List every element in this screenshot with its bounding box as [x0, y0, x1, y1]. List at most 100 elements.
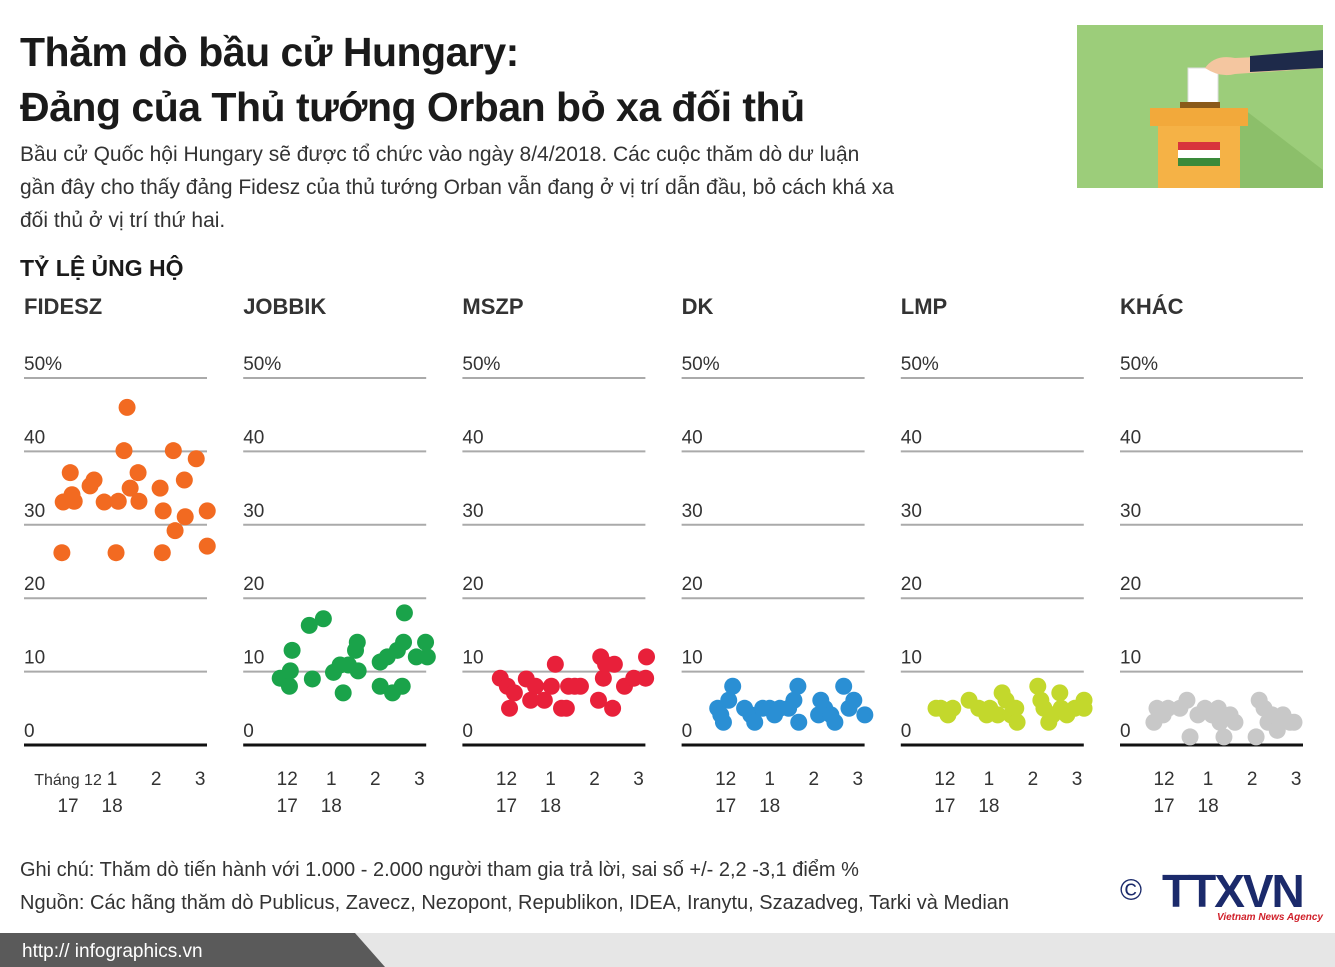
panel-title: LMP [901, 294, 947, 319]
dot [65, 492, 83, 510]
dot [856, 706, 874, 724]
dot [790, 713, 808, 731]
y-tick-label: 50% [901, 354, 939, 375]
x-tick-label: 1 [984, 769, 995, 790]
logo: TTXVN [1162, 865, 1303, 917]
dot [176, 508, 194, 526]
y-tick-label: 30 [682, 501, 703, 522]
y-tick-label: 20 [243, 574, 264, 595]
x-tick-label: 1 [1203, 769, 1214, 790]
title-line: Đảng của Thủ tướng Orban bỏ xa đối thủ [20, 84, 805, 130]
year-label: 18 [1198, 796, 1219, 817]
x-tick-label: 2 [808, 769, 819, 790]
dot [198, 537, 216, 555]
dot [348, 633, 366, 651]
y-tick-label: 50% [243, 354, 281, 375]
y-tick-label: 10 [682, 648, 703, 669]
y-tick-label: 30 [901, 501, 922, 522]
x-tick-label: 3 [633, 769, 644, 790]
dot [1247, 728, 1265, 746]
year-label: 17 [1153, 796, 1174, 817]
dot [724, 677, 742, 695]
panel-title: JOBBIK [243, 294, 326, 319]
dot [571, 677, 589, 695]
dot [314, 610, 332, 628]
dot [546, 655, 564, 673]
dot [505, 684, 523, 702]
year-label: 17 [715, 796, 736, 817]
y-tick-label: 40 [682, 427, 703, 448]
y-tick-label: 30 [24, 501, 45, 522]
year-label: 18 [540, 796, 561, 817]
y-tick-label: 30 [1120, 501, 1141, 522]
dot [535, 691, 553, 709]
dot [1007, 699, 1025, 717]
panel-title: MSZP [462, 294, 523, 319]
dot [283, 641, 301, 659]
dot [129, 464, 147, 482]
footer-tab [0, 933, 385, 967]
x-tick-label: 3 [1291, 769, 1302, 790]
y-tick-label: 0 [682, 721, 693, 742]
dot [720, 691, 738, 709]
y-tick-label: 30 [243, 501, 264, 522]
note: Ghi chú: Thăm dò tiến hành với 1.000 - 2… [20, 859, 859, 881]
dot [107, 544, 125, 562]
dot [151, 479, 169, 497]
source: Nguồn: Các hãng thăm dò Publicus, Zavecz… [20, 892, 1009, 914]
dot [1285, 713, 1303, 731]
dot [638, 648, 656, 666]
dot [187, 450, 205, 468]
dot [1008, 713, 1026, 731]
panel-title: KHÁC [1120, 294, 1184, 319]
logo-subtitle: Vietnam News Agency [1217, 912, 1323, 923]
dot [166, 522, 184, 540]
dot [280, 677, 298, 695]
dot [714, 713, 732, 731]
subtitle-line: Bầu cử Quốc hội Hungary sẽ được tổ chức … [20, 143, 859, 166]
y-tick-label: 0 [1120, 721, 1131, 742]
dot [789, 677, 807, 695]
x-tick-label: 2 [589, 769, 600, 790]
dot [1051, 684, 1069, 702]
dot [625, 669, 643, 687]
dot [637, 669, 655, 687]
x-tick-label: 3 [414, 769, 425, 790]
dot [109, 492, 127, 510]
y-tick-label: 0 [24, 721, 35, 742]
y-tick-label: 0 [243, 721, 254, 742]
dot [590, 691, 608, 709]
dot [944, 699, 962, 717]
dot [1181, 728, 1199, 746]
subtitle-line: đối thủ ở vị trí thứ hai. [20, 209, 225, 232]
year-label: 17 [934, 796, 955, 817]
y-tick-label: 10 [462, 648, 483, 669]
x-tick-label: 1 [545, 769, 556, 790]
x-tick-label: 12 [277, 769, 298, 790]
year-label: 18 [102, 796, 123, 817]
dot [300, 616, 318, 634]
dot [522, 691, 540, 709]
year-label: 17 [57, 796, 78, 817]
y-tick-label: 50% [682, 354, 720, 375]
dot [746, 713, 764, 731]
dot [303, 670, 321, 688]
dot [418, 648, 436, 666]
y-tick-label: 40 [24, 427, 45, 448]
dot [1215, 728, 1233, 746]
dot [845, 691, 863, 709]
section-label: TỶ LỆ ỦNG HỘ [20, 253, 184, 281]
copyright: © [1120, 874, 1142, 907]
dot [604, 699, 622, 717]
y-tick-label: 50% [462, 354, 500, 375]
dot [393, 677, 411, 695]
x-tick-label: Tháng 12 [34, 772, 102, 789]
dot [175, 471, 193, 489]
dot [557, 699, 575, 717]
y-tick-label: 50% [24, 354, 62, 375]
dot [198, 502, 216, 520]
subtitle-line: gần đây cho thấy đảng Fidesz của thủ tướ… [20, 176, 894, 199]
dot [1159, 699, 1177, 717]
